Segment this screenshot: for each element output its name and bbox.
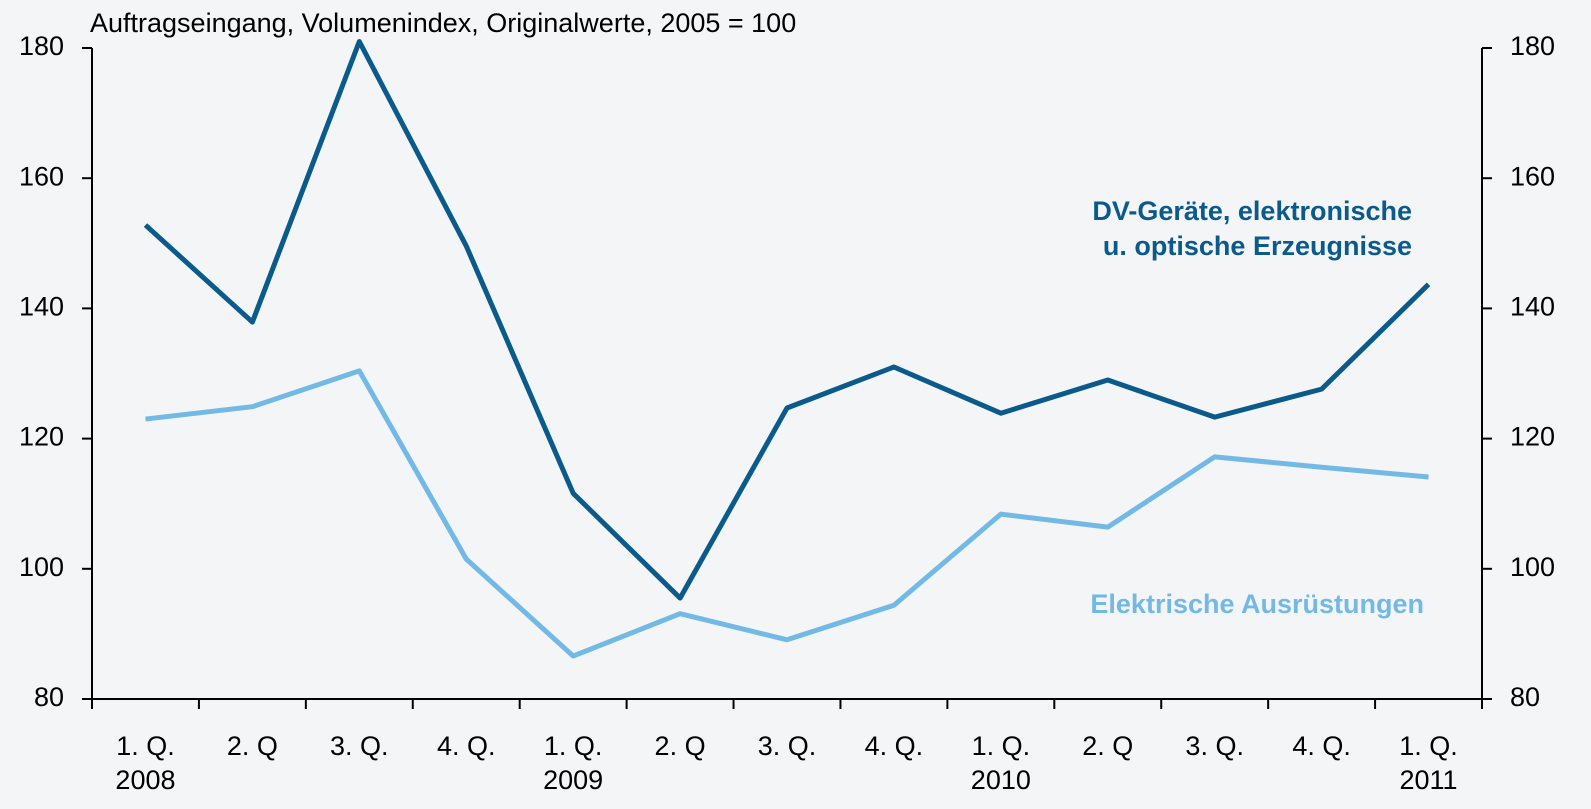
y-tick-label: 160 — [19, 161, 64, 191]
series-label: Elektrische Ausrüstungen — [1090, 589, 1424, 619]
x-year-label: 2009 — [543, 765, 603, 795]
series-label-line: Elektrische Ausrüstungen — [1090, 589, 1424, 619]
series-line — [143, 38, 1431, 601]
y-tick-label: 140 — [19, 292, 64, 322]
y2-tick-label: 180 — [1510, 31, 1555, 61]
x-tick-label: 4. Q. — [437, 731, 496, 761]
y2-tick-label: 140 — [1510, 292, 1555, 322]
y2-tick-label: 120 — [1510, 422, 1555, 452]
y2-tick-label: 80 — [1510, 682, 1540, 712]
chart-title: Auftragseingang, Volumenindex, Originalw… — [90, 8, 796, 38]
x-year-label: 2011 — [1400, 765, 1458, 795]
x-year-label: 2008 — [115, 765, 175, 795]
x-tick-label: 2. Q — [227, 731, 278, 761]
x-tick-label: 2. Q — [1082, 731, 1133, 761]
series-label-line: DV-Geräte, elektronische — [1092, 196, 1412, 226]
y-tick-label: 180 — [19, 31, 64, 61]
x-tick-label: 1. Q. — [1399, 731, 1458, 761]
x-tick-label: 3. Q. — [1185, 731, 1244, 761]
y2-tick-label: 160 — [1510, 161, 1555, 191]
x-tick-label: 1. Q. — [116, 731, 175, 761]
series-line — [145, 368, 1429, 659]
x-tick-label: 4. Q. — [865, 731, 924, 761]
y-tick-label: 120 — [19, 422, 64, 452]
y-tick-label: 80 — [34, 682, 64, 712]
x-tick-label: 1. Q. — [972, 731, 1031, 761]
y2-tick-label: 100 — [1510, 552, 1555, 582]
series-label-line: u. optische Erzeugnisse — [1103, 231, 1412, 261]
x-tick-label: 3. Q. — [758, 731, 817, 761]
x-tick-label: 1. Q. — [544, 731, 603, 761]
x-tick-label: 4. Q. — [1292, 731, 1351, 761]
x-tick-label: 3. Q. — [330, 731, 389, 761]
series-label: DV-Geräte, elektronische u. optische Erze… — [1092, 196, 1412, 261]
x-tick-label: 2. Q — [655, 731, 706, 761]
y-tick-label: 100 — [19, 552, 64, 582]
x-year-label: 2010 — [971, 765, 1031, 795]
